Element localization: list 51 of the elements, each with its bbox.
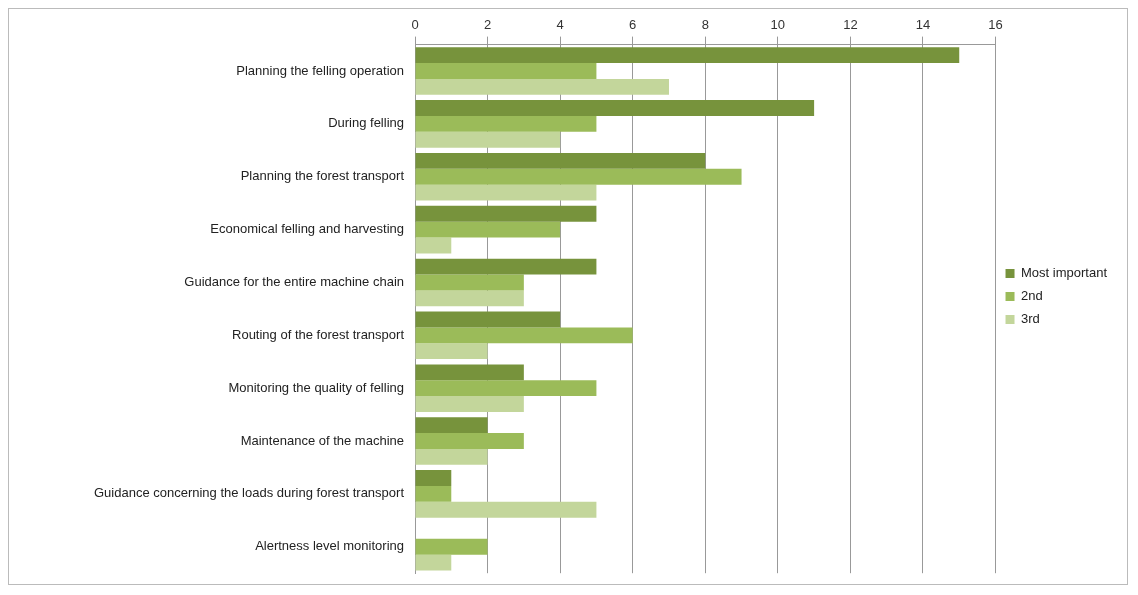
- bar: [415, 448, 488, 465]
- y-tick-label: Guidance concerning the loads during forest transport: [93, 485, 405, 501]
- bar: [415, 311, 561, 328]
- y-tick-label: Routing of the forest transport: [232, 326, 405, 342]
- bar: [415, 237, 452, 254]
- bar: [415, 538, 488, 555]
- y-tick-label: Maintenance of the machine: [240, 432, 404, 448]
- bar: [415, 343, 488, 360]
- bar: [415, 47, 960, 64]
- y-tick-label: During felling: [328, 115, 404, 131]
- x-tick-label: 16: [988, 17, 1003, 33]
- bar: [415, 501, 597, 518]
- y-tick-label: Guidance for the entire machine chain: [184, 274, 404, 290]
- bar: [415, 258, 597, 275]
- bar: [415, 78, 669, 95]
- bar: [415, 100, 815, 116]
- bar: [415, 274, 524, 291]
- legend-label: 2nd: [1021, 288, 1043, 304]
- bar: [415, 290, 524, 307]
- bar: [415, 168, 742, 185]
- bar: [415, 364, 524, 381]
- bar: [415, 380, 597, 397]
- x-tick-label: 12: [843, 17, 858, 33]
- bar: [415, 433, 524, 449]
- legend-label: Most important: [1021, 265, 1108, 281]
- x-tick-label: 4: [556, 17, 564, 33]
- x-tick-label: 10: [770, 17, 786, 33]
- bar: [415, 327, 633, 344]
- y-tick-label: Economical felling and harvesting: [210, 221, 404, 237]
- bar: [415, 470, 452, 486]
- x-tick-label: 0: [411, 17, 419, 33]
- bar: [415, 115, 597, 132]
- legend-label: 3rd: [1021, 311, 1040, 327]
- x-tick-label: 2: [483, 17, 492, 33]
- x-tick-label: 6: [629, 17, 637, 33]
- x-tick-label: 8: [701, 17, 709, 33]
- y-tick-label: Planning the forest transport: [240, 168, 405, 184]
- bar: [415, 63, 597, 79]
- bar: [415, 152, 706, 169]
- bar: [415, 205, 597, 222]
- x-tick-label: 14: [915, 17, 931, 33]
- y-tick-label: Planning the felling operation: [236, 62, 404, 78]
- bar: [415, 221, 561, 238]
- bar: [415, 554, 452, 571]
- y-tick-label: Alertness level monitoring: [255, 538, 404, 554]
- bar: [415, 184, 597, 201]
- y-tick-label: Monitoring the quality of felling: [228, 379, 404, 395]
- bar: [415, 131, 561, 148]
- bar: [415, 485, 452, 502]
- bar: [415, 417, 488, 434]
- bar: [415, 396, 524, 412]
